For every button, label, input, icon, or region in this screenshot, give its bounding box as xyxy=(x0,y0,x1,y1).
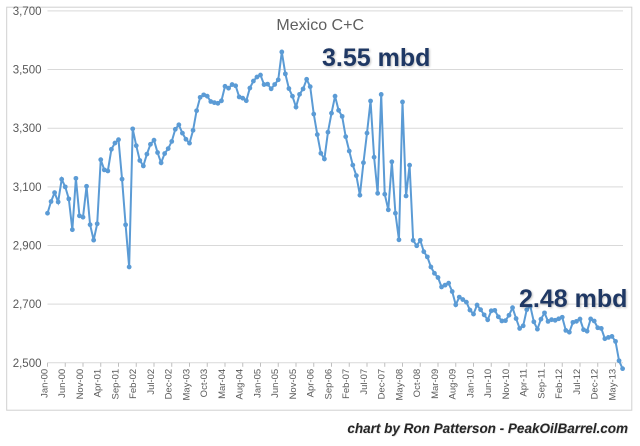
svg-text:Aug-04: Aug-04 xyxy=(235,369,246,400)
svg-text:Jan-05: Jan-05 xyxy=(253,369,264,398)
svg-text:Mar-09: Mar-09 xyxy=(430,369,441,399)
svg-text:Nov-05: Nov-05 xyxy=(288,369,299,400)
svg-text:Oct-03: Oct-03 xyxy=(199,369,210,398)
svg-text:2,900: 2,900 xyxy=(13,241,42,253)
svg-text:Dec-12: Dec-12 xyxy=(590,369,601,400)
svg-text:Jun-10: Jun-10 xyxy=(483,369,494,398)
svg-text:2,700: 2,700 xyxy=(13,299,42,311)
svg-text:3,300: 3,300 xyxy=(13,123,42,135)
svg-text:Dec-07: Dec-07 xyxy=(377,369,388,400)
svg-text:3,100: 3,100 xyxy=(13,182,42,194)
svg-text:Jan-10: Jan-10 xyxy=(466,369,477,398)
svg-text:Dec-02: Dec-02 xyxy=(164,369,175,400)
svg-text:Feb-02: Feb-02 xyxy=(128,369,139,399)
svg-text:Apr-01: Apr-01 xyxy=(93,369,104,398)
svg-text:2,500: 2,500 xyxy=(13,358,42,370)
svg-text:Jul-02: Jul-02 xyxy=(146,369,157,395)
svg-text:Nov-00: Nov-00 xyxy=(75,369,86,400)
svg-text:Jun-00: Jun-00 xyxy=(57,369,68,398)
svg-text:May-03: May-03 xyxy=(182,369,193,401)
svg-text:Sep-06: Sep-06 xyxy=(324,369,335,400)
svg-text:Feb-07: Feb-07 xyxy=(341,369,352,399)
svg-text:Jan-00: Jan-00 xyxy=(40,369,51,398)
svg-text:Jul-07: Jul-07 xyxy=(359,369,370,395)
svg-text:Jun-05: Jun-05 xyxy=(270,369,281,398)
svg-text:3,500: 3,500 xyxy=(13,65,42,77)
svg-text:Sep-11: Sep-11 xyxy=(537,369,548,399)
svg-text:Sep-01: Sep-01 xyxy=(111,369,122,400)
svg-text:Aug-09: Aug-09 xyxy=(448,369,459,400)
svg-text:May-08: May-08 xyxy=(395,369,406,401)
svg-text:Apr-06: Apr-06 xyxy=(306,369,317,398)
svg-text:Nov-10: Nov-10 xyxy=(501,369,512,400)
svg-text:Mar-04: Mar-04 xyxy=(217,369,228,399)
svg-text:Oct-08: Oct-08 xyxy=(412,369,423,398)
svg-text:Jul-12: Jul-12 xyxy=(572,369,583,395)
svg-text:Feb-12: Feb-12 xyxy=(554,369,565,399)
svg-text:Apr-11: Apr-11 xyxy=(519,369,530,397)
svg-text:May-13: May-13 xyxy=(608,369,619,401)
